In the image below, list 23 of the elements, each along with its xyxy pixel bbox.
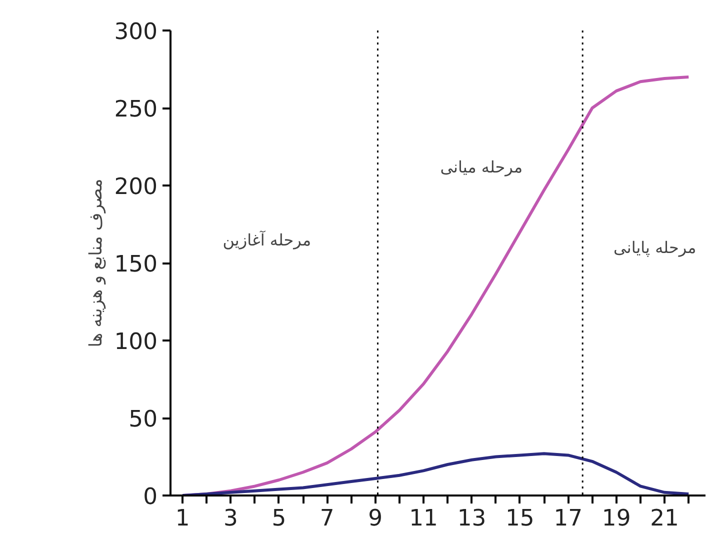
x-tick-label: 1 bbox=[175, 506, 190, 532]
x-tick-label: 21 bbox=[650, 506, 679, 532]
x-tick-label: 7 bbox=[320, 506, 334, 532]
y-tick-label: 200 bbox=[114, 174, 158, 200]
y-tick-label: 300 bbox=[114, 19, 158, 45]
x-tick-label: 19 bbox=[602, 506, 631, 532]
x-tick-label: 9 bbox=[368, 506, 383, 532]
x-tick-label: 11 bbox=[409, 506, 438, 532]
y-tick-label: 150 bbox=[114, 252, 158, 278]
line-series bbox=[181, 452, 690, 496]
y-tick-label: 50 bbox=[128, 406, 158, 432]
annotation: مرحله آغازین bbox=[222, 229, 312, 250]
x-tick-label: 5 bbox=[272, 506, 286, 532]
x-tick-label: 15 bbox=[506, 506, 534, 532]
y-tick-label: 0 bbox=[143, 484, 158, 510]
y-tick-label: 250 bbox=[114, 96, 158, 122]
y-axis-title: مصرف منابع و هزینه ها bbox=[86, 178, 106, 348]
x-tick-label: 13 bbox=[457, 506, 486, 532]
y-tick-label: 100 bbox=[114, 329, 158, 355]
x-tick-label: 17 bbox=[554, 506, 583, 532]
x-tick-label: 3 bbox=[224, 506, 238, 532]
annotation: مرحله میانی bbox=[440, 157, 523, 176]
annotation: مرحله پایانی bbox=[614, 238, 696, 257]
